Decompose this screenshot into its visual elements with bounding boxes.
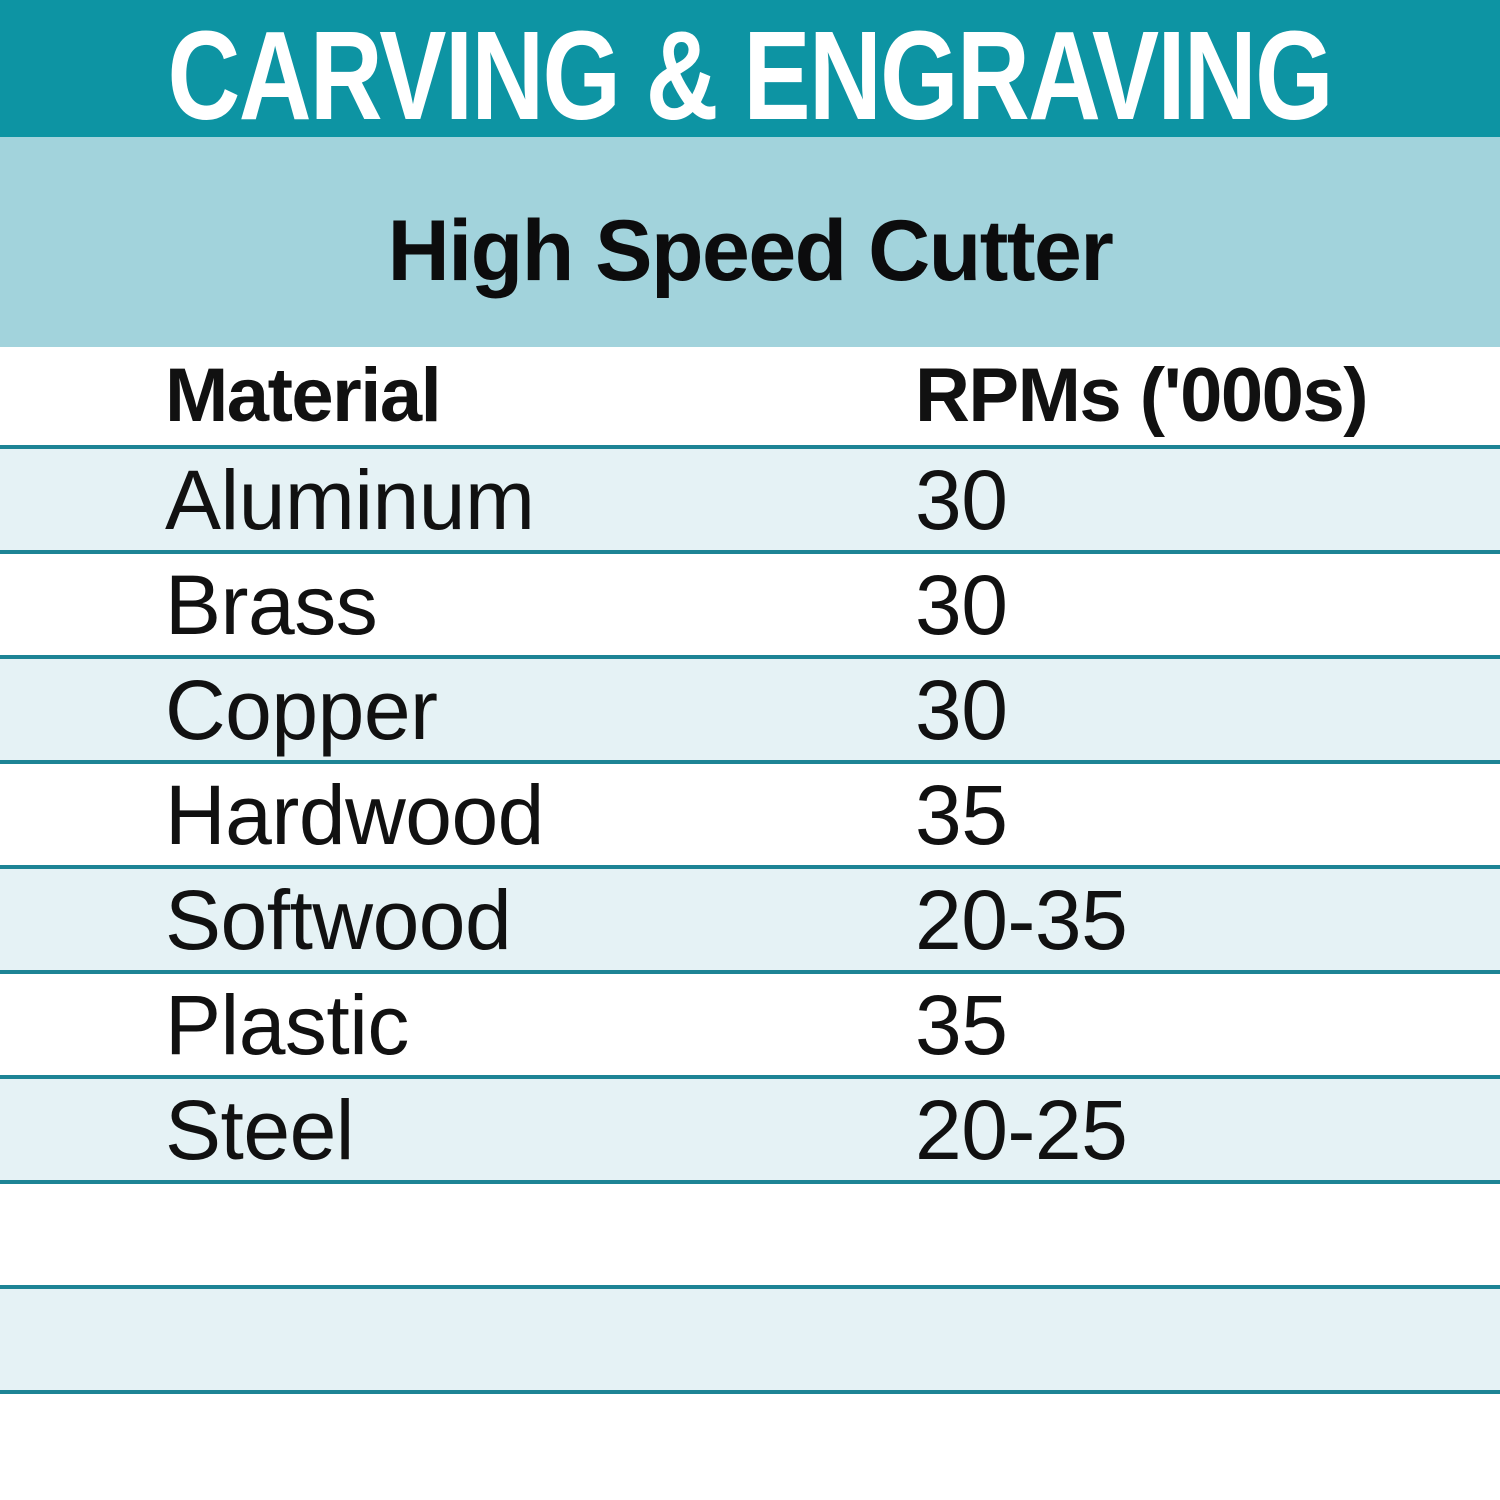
table-header-row: Material RPMs ('000s): [0, 347, 1500, 449]
subtitle-band: High Speed Cutter: [0, 137, 1500, 347]
empty-row: [0, 1289, 1500, 1394]
material-cell: Hardwood: [165, 767, 544, 862]
empty-row: [0, 1184, 1500, 1289]
tool-subtitle: High Speed Cutter: [387, 203, 1114, 299]
rpm-cell: 30: [915, 557, 1008, 652]
material-cell: Softwood: [165, 872, 512, 967]
material-cell: Brass: [165, 557, 378, 652]
column-header-rpms: RPMs ('000s): [915, 353, 1369, 438]
table-row: Aluminum 30: [0, 449, 1500, 554]
table-row: Brass 30: [0, 554, 1500, 659]
material-cell: Aluminum: [165, 452, 535, 547]
rpm-cell: 35: [915, 977, 1008, 1072]
column-header-material: Material: [165, 353, 442, 438]
table-row: Plastic 35: [0, 974, 1500, 1079]
rpm-cell: 30: [915, 452, 1008, 547]
rpm-cell: 30: [915, 662, 1008, 757]
rpm-cell: 20-35: [915, 872, 1128, 967]
title-band: CARVING & ENGRAVING: [0, 0, 1500, 137]
table-row: Copper 30: [0, 659, 1500, 764]
table-row: Softwood 20-35: [0, 869, 1500, 974]
rpm-cell: 20-25: [915, 1082, 1128, 1177]
speed-table: Material RPMs ('000s) Aluminum 30 Brass …: [0, 347, 1500, 1500]
empty-row: [0, 1394, 1500, 1500]
material-cell: Plastic: [165, 977, 409, 1072]
table-row: Hardwood 35: [0, 764, 1500, 869]
material-cell: Steel: [165, 1082, 354, 1177]
table-row: Steel 20-25: [0, 1079, 1500, 1184]
rpm-cell: 35: [915, 767, 1008, 862]
page-title: CARVING & ENGRAVING: [167, 4, 1334, 137]
material-cell: Copper: [165, 662, 438, 757]
